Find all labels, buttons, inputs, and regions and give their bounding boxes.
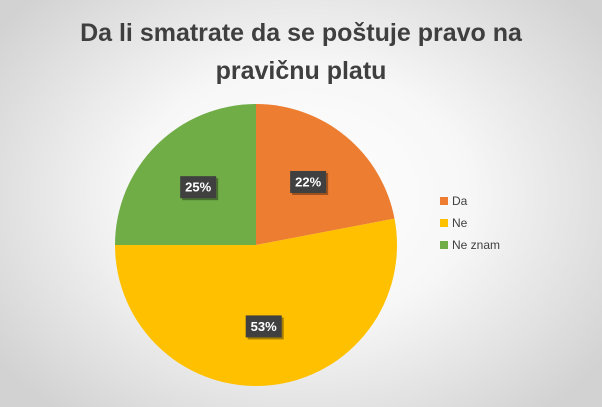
svg-text:25%: 25%	[185, 180, 211, 195]
svg-text:53%: 53%	[251, 319, 277, 334]
pie-data-labels: 22% 53% 25%	[180, 170, 329, 340]
legend-item-ne-znam: Ne znam	[440, 234, 500, 256]
legend-swatch	[440, 241, 448, 249]
legend-item-ne: Ne	[440, 212, 500, 234]
pie-slice-ne-znam	[115, 104, 256, 245]
data-label-da: 22%	[290, 170, 329, 195]
data-label-ne-znam: 25%	[180, 176, 219, 201]
pie-slices	[115, 104, 398, 387]
legend-label: Ne	[452, 216, 468, 230]
legend-swatch	[440, 219, 448, 227]
data-label-ne: 53%	[245, 315, 284, 340]
legend-swatch	[440, 197, 448, 205]
svg-text:22%: 22%	[295, 174, 321, 189]
legend-item-da: Da	[440, 190, 500, 212]
legend: Da Ne Ne znam	[440, 190, 500, 256]
legend-label: Ne znam	[452, 238, 501, 252]
pie-slice-ne	[115, 218, 398, 387]
chart-title: Da li smatrate da se poštuje pravo na pr…	[80, 19, 522, 85]
legend-label: Da	[452, 194, 468, 208]
